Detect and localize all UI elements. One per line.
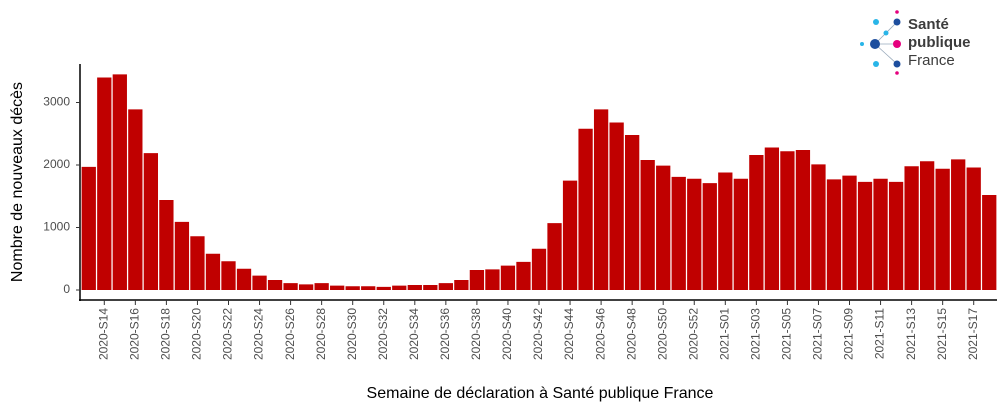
x-axis-title: Semaine de déclaration à Santé publique … bbox=[367, 385, 714, 402]
y-tick-label: 3000 bbox=[43, 95, 70, 109]
bar bbox=[516, 261, 531, 290]
y-axis-title: Nombre de nouveaux décès bbox=[9, 82, 26, 282]
x-tick-label: 2020-S44 bbox=[562, 308, 576, 360]
x-tick-label: 2021-S11 bbox=[873, 308, 887, 359]
bar bbox=[966, 167, 981, 290]
bar bbox=[764, 147, 780, 290]
bar bbox=[81, 166, 96, 290]
x-tick-label: 2021-S07 bbox=[811, 308, 825, 360]
bar bbox=[919, 161, 935, 290]
bar bbox=[330, 285, 345, 290]
y-tick-label: 1000 bbox=[43, 220, 70, 234]
bar bbox=[267, 280, 283, 290]
x-tick-label: 2021-S01 bbox=[717, 308, 731, 360]
bar bbox=[609, 122, 624, 290]
bar bbox=[795, 150, 811, 290]
x-tick-label: 2020-S46 bbox=[593, 308, 607, 360]
bar bbox=[438, 283, 453, 290]
bar bbox=[733, 178, 748, 290]
bar bbox=[345, 286, 360, 290]
bar bbox=[842, 175, 857, 290]
x-tick-label: 2020-S32 bbox=[376, 308, 390, 360]
bar bbox=[640, 160, 655, 290]
bar bbox=[283, 283, 298, 290]
bar bbox=[951, 159, 966, 290]
bar bbox=[982, 195, 997, 290]
bar bbox=[749, 155, 764, 290]
bar bbox=[671, 176, 686, 290]
logo: Santé publique France bbox=[860, 10, 971, 75]
x-tick-label: 2020-S26 bbox=[283, 308, 297, 360]
bar bbox=[174, 221, 190, 290]
x-tick-label: 2020-S14 bbox=[96, 308, 110, 360]
logo-text: France bbox=[908, 52, 955, 69]
x-tick-label: 2020-S50 bbox=[655, 308, 669, 360]
bar bbox=[205, 253, 221, 290]
bar bbox=[811, 164, 826, 290]
bar bbox=[857, 181, 873, 290]
x-tick-label: 2020-S42 bbox=[531, 308, 545, 360]
bar bbox=[112, 74, 127, 290]
x-tick-label: 2021-S13 bbox=[904, 308, 918, 360]
x-tick-label: 2020-S48 bbox=[624, 308, 638, 360]
bar bbox=[718, 172, 733, 290]
y-tick-label: 0 bbox=[63, 282, 70, 296]
x-tick-label: 2020-S40 bbox=[500, 308, 514, 360]
bar bbox=[935, 168, 950, 290]
bar bbox=[469, 270, 485, 290]
bar bbox=[780, 151, 795, 290]
x-tick-label: 2020-S34 bbox=[407, 308, 421, 360]
x-tick-label: 2021-S03 bbox=[749, 308, 763, 360]
x-tick-label: 2021-S15 bbox=[935, 308, 949, 360]
bar bbox=[826, 179, 842, 290]
x-tick-label: 2020-S20 bbox=[190, 308, 204, 360]
x-tick-label: 2020-S18 bbox=[159, 308, 173, 360]
logo-text: publique bbox=[908, 34, 971, 51]
bar bbox=[904, 166, 919, 290]
x-tick-label: 2020-S24 bbox=[252, 308, 266, 360]
x-tick-label: 2020-S28 bbox=[314, 308, 328, 360]
x-tick-label: 2020-S52 bbox=[686, 308, 700, 360]
x-tick-label: 2020-S38 bbox=[469, 308, 483, 360]
bar bbox=[376, 286, 391, 290]
bar bbox=[128, 109, 143, 290]
bar bbox=[298, 284, 314, 290]
x-tick-label: 2020-S30 bbox=[345, 308, 359, 360]
bar bbox=[687, 178, 702, 290]
bar bbox=[888, 181, 904, 290]
bar bbox=[97, 77, 112, 290]
bar bbox=[531, 248, 547, 290]
x-tick-label: 2020-S16 bbox=[128, 308, 142, 360]
logo-text: Santé bbox=[908, 16, 949, 33]
bar bbox=[547, 223, 562, 290]
bar bbox=[236, 268, 252, 290]
bar bbox=[423, 285, 438, 290]
y-tick-label: 2000 bbox=[43, 157, 70, 171]
bar bbox=[252, 275, 267, 290]
x-tick-label: 2021-S09 bbox=[842, 308, 856, 360]
bar bbox=[407, 285, 422, 290]
bar bbox=[314, 283, 329, 290]
bar bbox=[361, 286, 376, 290]
bar bbox=[190, 236, 205, 290]
bar bbox=[159, 200, 174, 290]
x-tick-label: 2020-S36 bbox=[438, 308, 452, 360]
bar bbox=[485, 269, 500, 290]
bar bbox=[392, 285, 407, 290]
bar bbox=[578, 128, 593, 290]
x-tick-label: 2021-S17 bbox=[966, 308, 980, 360]
bar bbox=[625, 135, 640, 290]
x-tick-label: 2021-S05 bbox=[780, 308, 794, 360]
bar bbox=[593, 109, 609, 290]
bar bbox=[656, 165, 671, 290]
bar bbox=[143, 153, 159, 290]
bar bbox=[454, 280, 469, 290]
bar bbox=[702, 183, 717, 290]
bar bbox=[500, 265, 516, 290]
x-tick-label: 2020-S22 bbox=[221, 308, 235, 360]
bar bbox=[562, 180, 578, 290]
bar bbox=[873, 178, 888, 290]
bar bbox=[221, 261, 236, 290]
